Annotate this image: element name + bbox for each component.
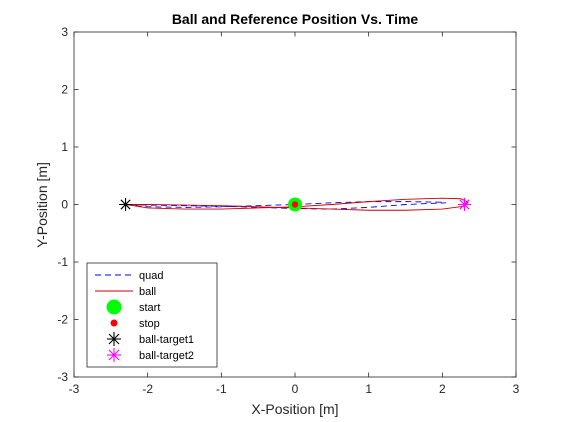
legend-label-quad: quad [139,270,163,282]
marker-stop [291,201,299,208]
series-line-quad [125,201,447,210]
x-axis-label: X-Position [m] [251,401,338,417]
y-tick-label: -3 [57,370,68,384]
x-tick-label: 1 [365,382,372,396]
axes-layer: -3 -2 -1 0 1 2 3 -3 -2 -1 0 1 2 3 [57,25,519,396]
legend-swatch-stop [110,319,118,327]
legend-box [86,262,218,368]
legend-swatch-ball-target1 [107,332,121,346]
x-tick-label: 0 [292,382,299,396]
chart-title: Ball and Reference Position Vs. Time [172,11,419,27]
series-line-ball [125,197,469,211]
legend: quad ball start stop ball-target1 ball-target… [86,262,218,368]
y-axis-label: Y-Position [m] [34,162,50,248]
y-tick-label: 2 [61,83,68,97]
y-tick-label: -2 [57,313,68,327]
y-tick-label: 0 [61,198,68,212]
legend-label-ball: ball [139,286,156,298]
x-tick-label: -3 [69,382,80,396]
x-tick-label: -1 [216,382,227,396]
plot-layer [119,197,471,212]
x-tick-label: -2 [142,382,153,396]
y-tick-label: -1 [57,255,68,269]
y-tick-label: 3 [61,25,68,39]
legend-label-ball-target2: ball-target2 [139,350,194,362]
legend-swatch-start [106,299,122,315]
x-tick-label: 2 [439,382,446,396]
y-tick-label: 1 [61,140,68,154]
marker-ball-target1 [119,198,133,211]
legend-label-stop: stop [139,318,160,330]
legend-label-ball-target1: ball-target1 [139,334,194,346]
marker-ball-target2 [457,198,471,211]
x-tick-label: 3 [513,382,520,396]
legend-swatch-ball-target2 [107,348,121,362]
legend-label-start: start [139,302,160,314]
